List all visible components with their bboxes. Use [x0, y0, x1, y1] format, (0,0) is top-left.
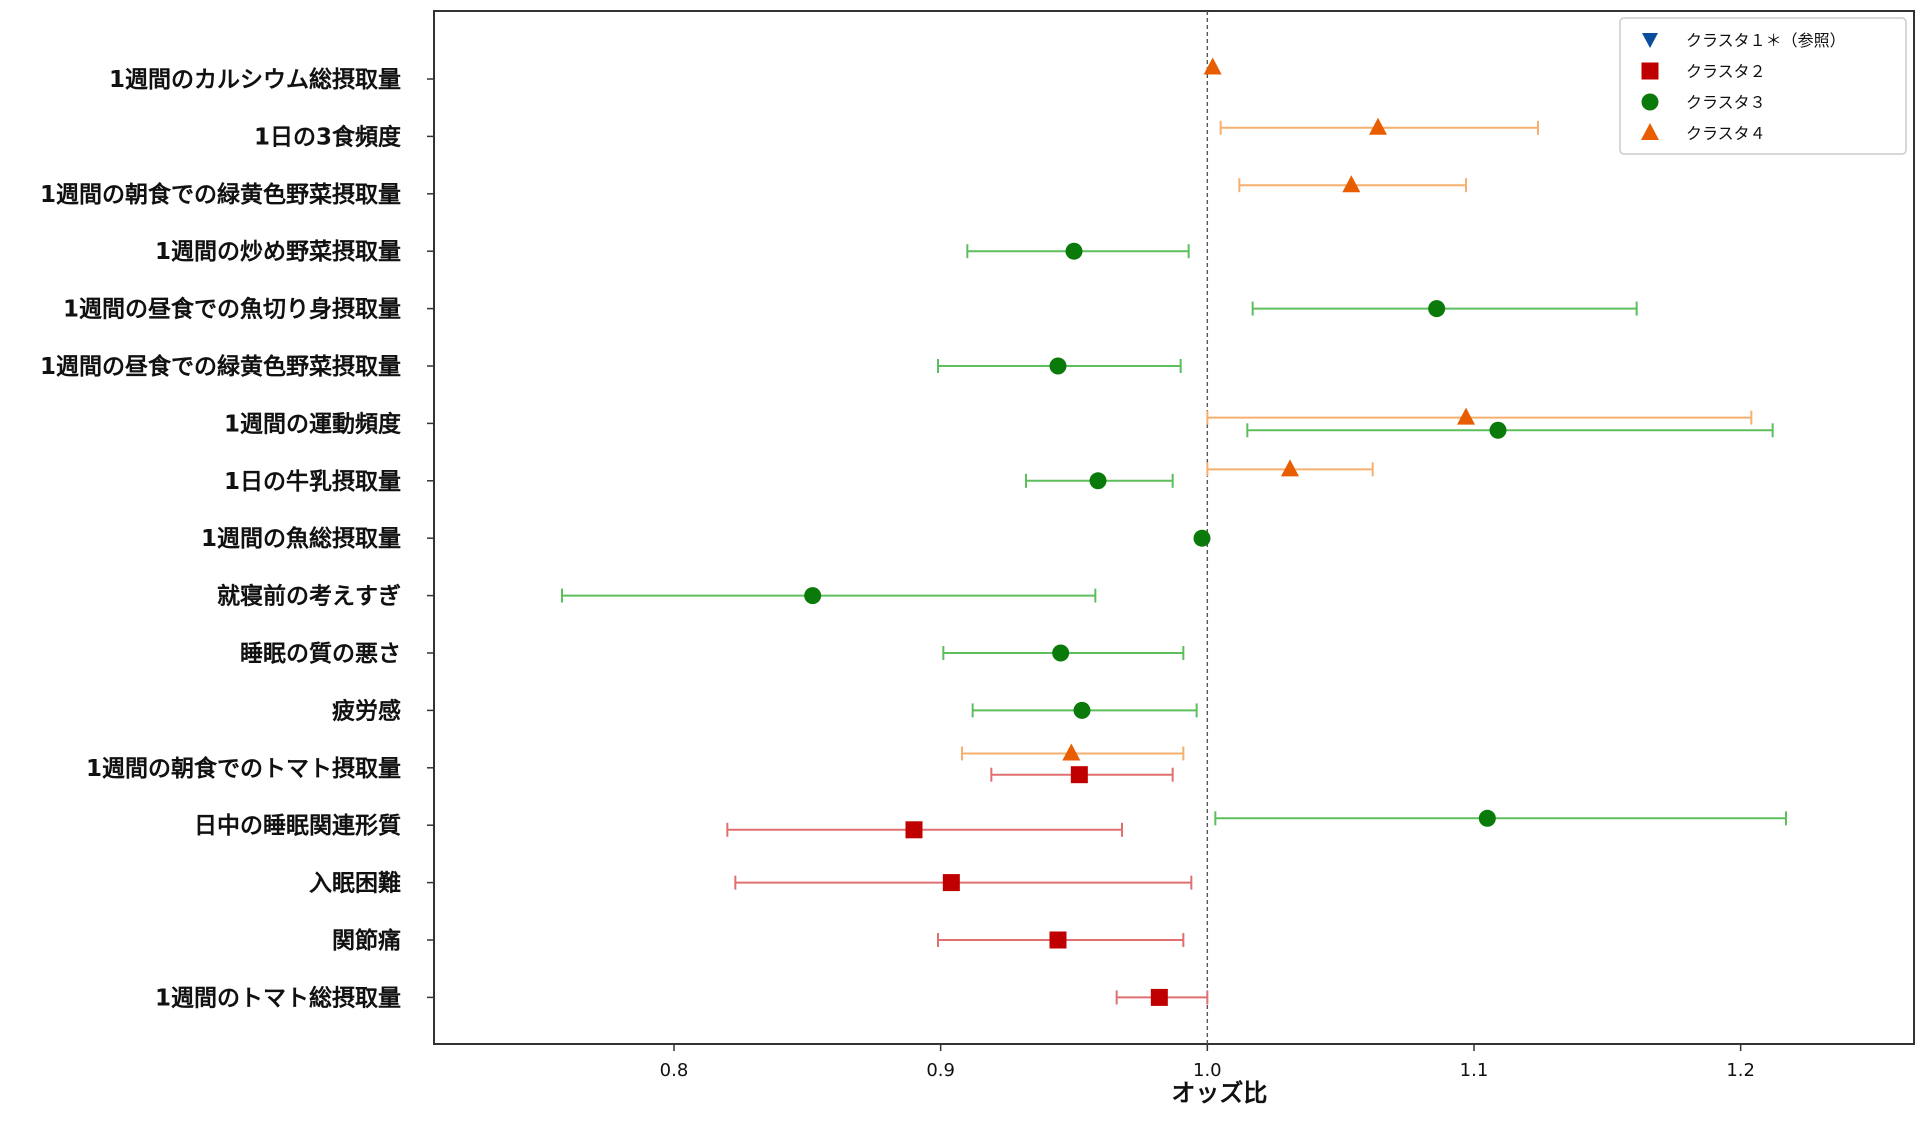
x-tick-label: 1.1 [1460, 1060, 1489, 1081]
point-marker [1369, 117, 1387, 135]
point-marker [1428, 300, 1446, 318]
point-marker [1281, 459, 1299, 477]
point-marker [1052, 644, 1070, 662]
y-tick-label: 1週間の運動頻度 [224, 410, 402, 437]
point-marker [1457, 407, 1475, 425]
y-tick-label: 日中の睡眠関連形質 [194, 813, 401, 839]
y-tick-label: 1週間のトマト総摂取量 [155, 984, 401, 1011]
legend-label: クラスタ１＊（参照） [1686, 31, 1846, 50]
plot-frame [433, 10, 1915, 1045]
point-marker [1203, 57, 1222, 75]
x-tick-label: 1.0 [1193, 1060, 1222, 1081]
x-tick-label: 0.9 [926, 1060, 955, 1081]
point-marker [1342, 175, 1361, 193]
legend-marker [1642, 33, 1658, 48]
point-marker [1478, 809, 1496, 827]
x-axis-label: オッズ比 [1171, 1079, 1267, 1107]
y-tick-label: 1週間のカルシウム総摂取量 [109, 66, 401, 93]
point-marker [1049, 931, 1067, 949]
legend-marker [1641, 123, 1659, 140]
point-marker [1049, 357, 1067, 375]
y-tick-label: 1週間の朝食での緑黄色野菜摂取量 [40, 181, 401, 208]
y-tick-label: 疲労感 [332, 697, 401, 724]
y-tick-label: 1週間の炒め野菜摂取量 [155, 239, 401, 265]
y-tick-label: 1週間の昼食での緑黄色野菜摂取量 [40, 353, 401, 380]
y-tick-label: 1週間の魚総摂取量 [201, 525, 401, 552]
point-marker [1489, 421, 1507, 439]
x-tick-label: 1.2 [1726, 1060, 1755, 1081]
y-tick-label: 睡眠の質の悪さ [240, 641, 401, 667]
point-marker [942, 874, 960, 892]
legend-marker [1641, 62, 1659, 80]
y-tick-label: 関節痛 [332, 927, 401, 954]
y-tick-label: 1週間の朝食でのトマト摂取量 [86, 755, 401, 782]
point-marker [905, 821, 923, 839]
x-tick-label: 0.8 [660, 1060, 689, 1081]
legend-box [1619, 17, 1907, 155]
point-marker [804, 587, 822, 605]
y-tick-label: 1日の3食頻度 [254, 123, 402, 150]
legend-label: クラスタ２ [1686, 62, 1766, 81]
y-tick-label: 就寝前の考えすぎ [217, 583, 401, 610]
point-marker [1193, 529, 1211, 547]
y-tick-label: 入眠困難 [309, 870, 401, 897]
point-marker [1073, 701, 1091, 719]
point-marker [1150, 988, 1168, 1006]
y-tick-label: 1日の牛乳摂取量 [224, 468, 401, 495]
legend-label: クラスタ４ [1686, 124, 1766, 143]
point-marker [1070, 766, 1088, 784]
legend-marker [1641, 93, 1659, 111]
point-marker [1062, 743, 1081, 761]
y-tick-label: 1週間の昼食での魚切り身摂取量 [63, 296, 401, 323]
legend-label: クラスタ３ [1686, 93, 1766, 112]
point-marker [1089, 472, 1107, 490]
point-marker [1065, 242, 1083, 260]
